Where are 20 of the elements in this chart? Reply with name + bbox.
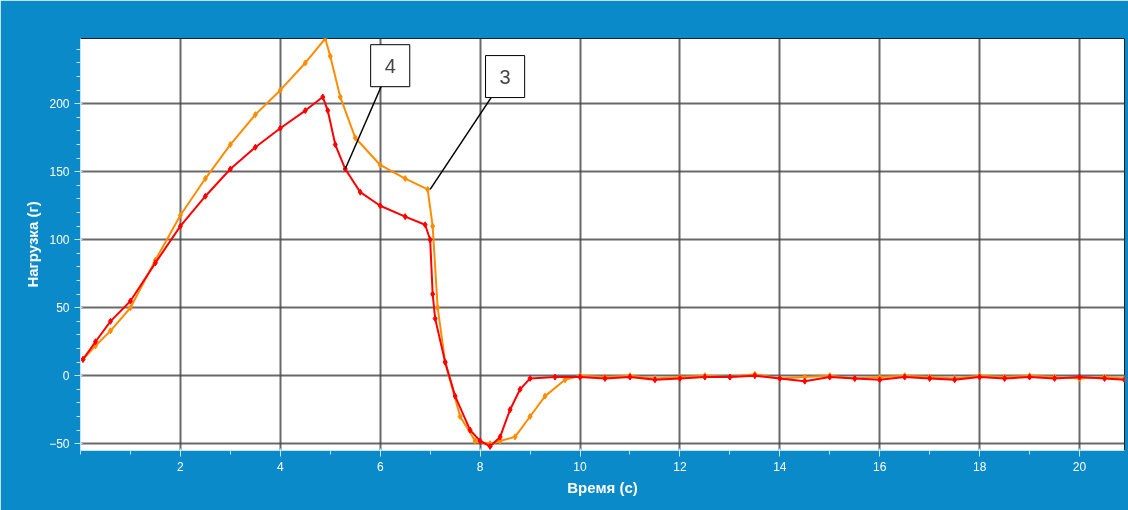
y-tick-label: 100	[49, 233, 70, 248]
x-tick-label: 12	[673, 459, 687, 474]
y-tick-label: 200	[49, 97, 70, 112]
x-tick-label: 16	[873, 459, 887, 474]
x-tick-label: 18	[972, 459, 987, 474]
y-tick-label: −50	[49, 437, 70, 452]
x-tick-label: 8	[476, 459, 484, 474]
x-tick-label: 2	[177, 459, 185, 474]
y-axis-title: Нагрузка (г)	[24, 201, 42, 288]
y-tick-label: 0	[62, 369, 70, 384]
annotation: 3	[499, 65, 511, 88]
x-tick-label: 4	[276, 459, 284, 474]
y-tick-label: 50	[56, 301, 70, 316]
annotation: 4	[384, 54, 396, 77]
x-tick-label: 10	[573, 459, 588, 474]
x-tick-label: 14	[773, 459, 787, 474]
x-axis-title: Время (с)	[567, 478, 638, 496]
x-tick-label: 20	[1072, 459, 1087, 474]
x-tick-label: 6	[376, 459, 384, 474]
y-tick-label: 150	[49, 165, 70, 180]
